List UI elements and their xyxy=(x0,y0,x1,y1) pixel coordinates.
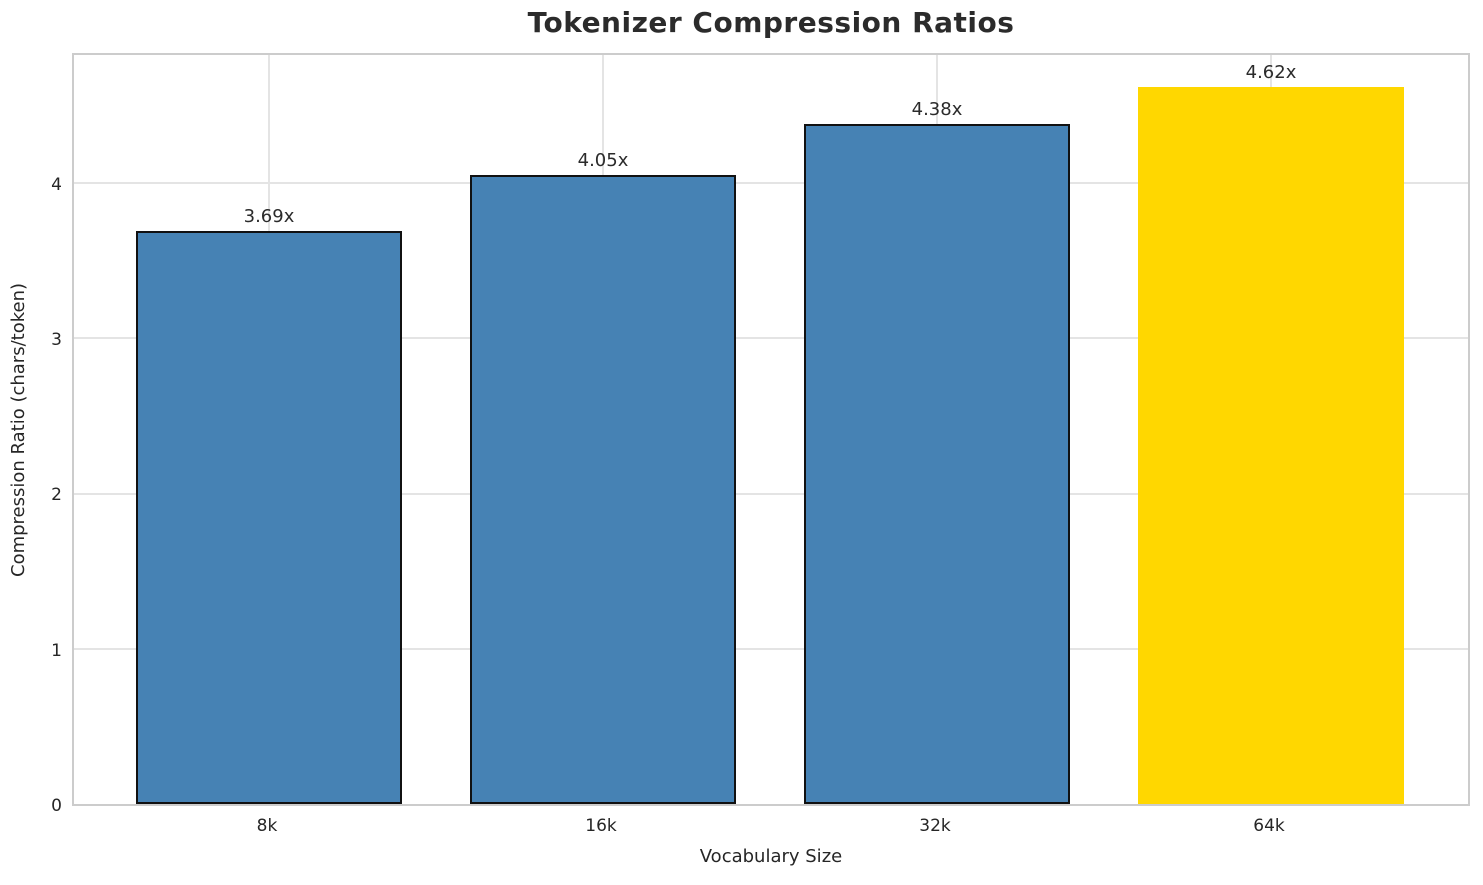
gridline-horizontal xyxy=(74,492,1468,495)
plot-area: 3.69x 4.05x 4.38x 4.62x xyxy=(72,53,1470,806)
gridline-horizontal xyxy=(74,337,1468,340)
y-tick-label: 0 xyxy=(51,796,62,816)
y-tick-label: 2 xyxy=(51,485,62,506)
bar xyxy=(470,175,736,804)
y-tick-label: 3 xyxy=(51,330,62,351)
x-tick-label: 8k xyxy=(256,816,278,836)
bar-value-label: 4.38x xyxy=(911,98,963,120)
gridline-horizontal xyxy=(74,181,1468,184)
bar xyxy=(136,231,402,804)
x-axis-label: Vocabulary Size xyxy=(699,846,843,867)
y-tick-label: 1 xyxy=(51,640,62,661)
x-tick-label: 32k xyxy=(919,816,951,836)
bar xyxy=(804,123,1070,804)
bar-value-label: 3.69x xyxy=(243,206,295,228)
bar-value-label: 4.05x xyxy=(577,150,629,172)
y-axis-label: Compression Ratio (chars/token) xyxy=(8,282,29,577)
bar xyxy=(1138,86,1404,804)
x-tick-label: 64k xyxy=(1253,816,1285,836)
bar-value-label: 4.62x xyxy=(1245,61,1297,83)
chart-title: Tokenizer Compression Ratios xyxy=(527,6,1015,39)
gridline-horizontal xyxy=(74,647,1468,650)
x-tick-label: 16k xyxy=(585,816,617,836)
y-tick-label: 4 xyxy=(51,174,62,195)
